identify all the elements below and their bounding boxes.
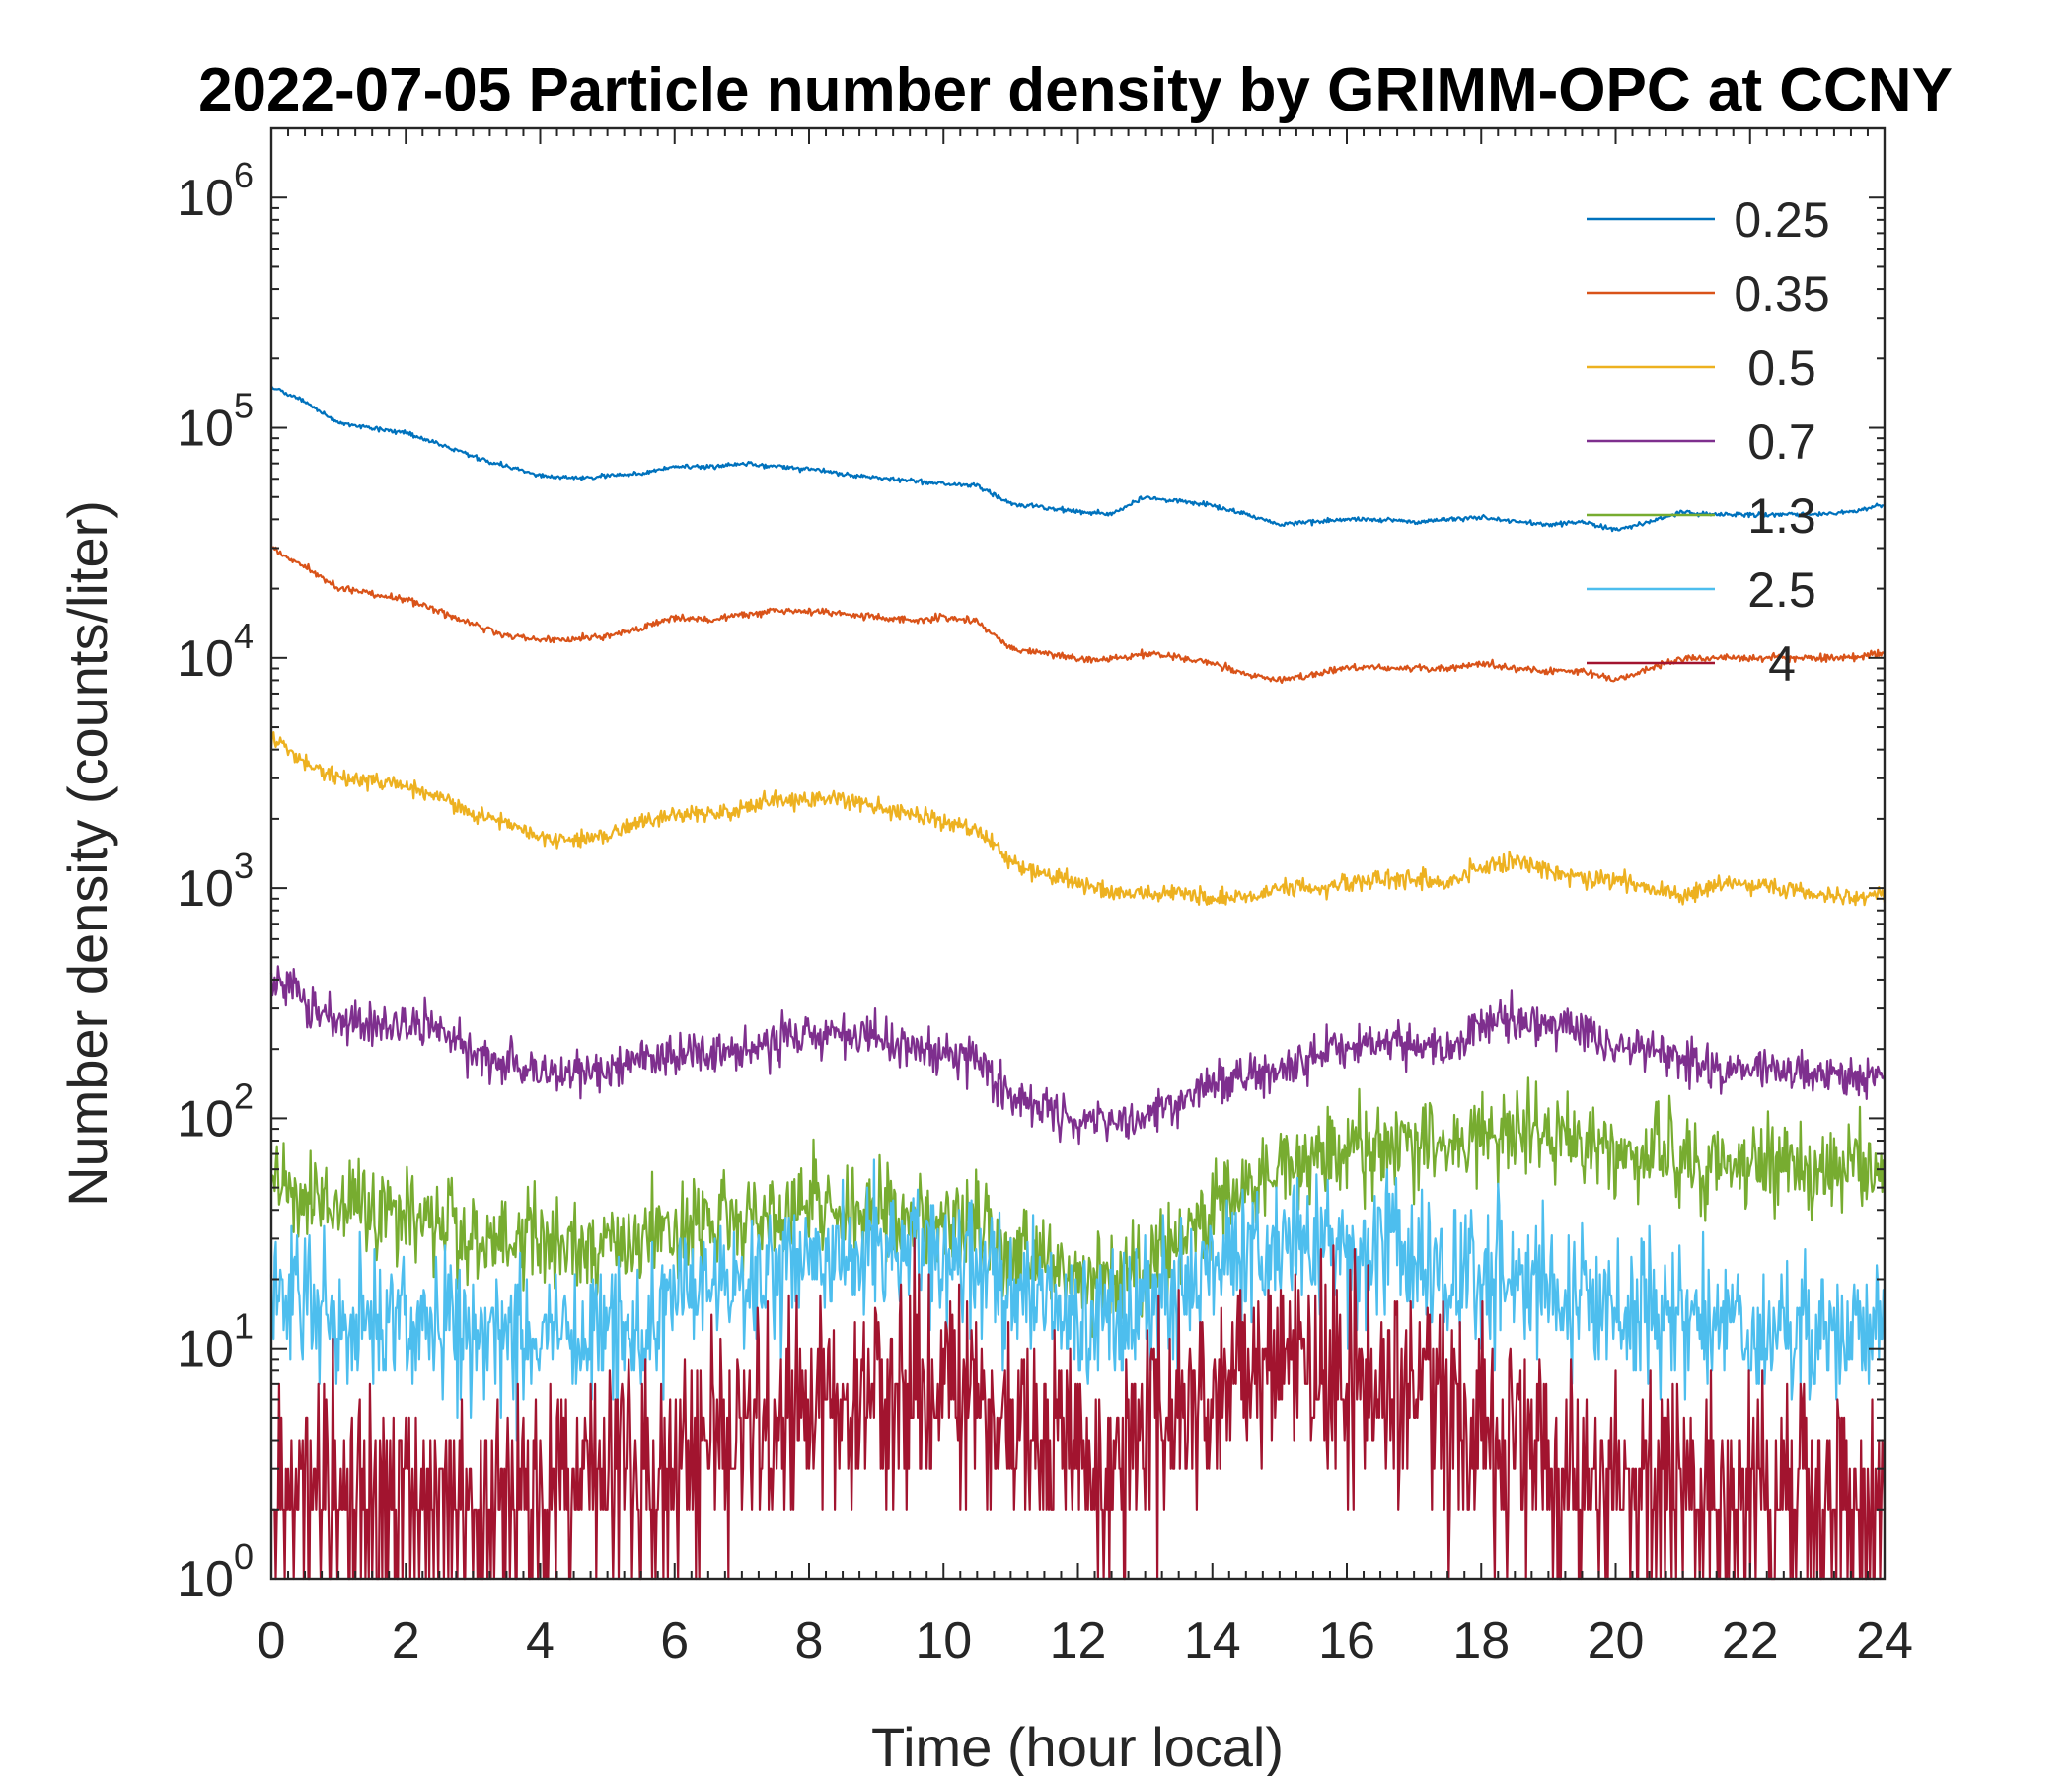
x-tick-label: 8 — [795, 1612, 824, 1669]
legend-entry-0-7: 0.7 — [1587, 414, 1816, 470]
legend-entry-4: 4 — [1587, 636, 1796, 692]
series-line-2-5 — [269, 1158, 1887, 1442]
x-tick-label: 16 — [1318, 1612, 1375, 1669]
y-tick-label: 102 — [177, 1075, 254, 1147]
legend-label: 0.25 — [1734, 192, 1829, 248]
y-tick-label: 106 — [177, 155, 254, 227]
y-tick-labels: 100 101 102 103 104 105 106 — [177, 155, 254, 1608]
series-line-0-7 — [269, 965, 1887, 1146]
x-tick-labels: 0 2 4 6 8 10 12 14 16 18 20 22 24 — [258, 1612, 1913, 1669]
tick-layer — [270, 127, 1886, 1580]
y-tick-label: 104 — [177, 616, 254, 688]
x-tick-label: 6 — [660, 1612, 689, 1669]
chart-title: 2022-07-05 Particle number density by GR… — [198, 56, 1953, 124]
y-axis-label: Number density (counts/liter) — [56, 500, 118, 1207]
x-tick-label: 4 — [526, 1612, 555, 1669]
x-tick-label: 14 — [1184, 1612, 1241, 1669]
legend-label: 0.35 — [1734, 266, 1829, 322]
plot-area — [269, 126, 1887, 1581]
legend-label: 1.3 — [1747, 488, 1816, 544]
legend-entry-0-35: 0.35 — [1587, 266, 1830, 322]
y-tick-label: 101 — [177, 1306, 254, 1378]
x-tick-label: 12 — [1050, 1612, 1107, 1669]
x-axis-label: Time (hour local) — [871, 1716, 1284, 1776]
y-tick-label: 105 — [177, 386, 254, 458]
legend-entry-0-5: 0.5 — [1587, 340, 1816, 396]
x-tick-label: 20 — [1588, 1612, 1645, 1669]
x-tick-label: 24 — [1856, 1612, 1913, 1669]
series-line-1-3 — [269, 1076, 1887, 1339]
series-layer — [269, 385, 1887, 1581]
x-tick-label: 10 — [915, 1612, 972, 1669]
legend-label: 4 — [1768, 636, 1796, 692]
series-line-0-25 — [270, 385, 1886, 533]
x-tick-label: 22 — [1722, 1612, 1779, 1669]
x-tick-label: 18 — [1452, 1612, 1510, 1669]
legend-entry-2-5: 2.5 — [1587, 562, 1816, 618]
legend-entry-0-25: 0.25 — [1587, 192, 1830, 248]
series-line-0-35 — [270, 546, 1886, 685]
legend: 0.25 0.35 0.5 0.7 1.3 2.5 4 — [1587, 192, 1830, 692]
series-line-0-5 — [269, 731, 1887, 907]
x-tick-label: 2 — [392, 1612, 420, 1669]
y-tick-label: 103 — [177, 846, 254, 918]
y-tick-label: 100 — [177, 1536, 254, 1608]
x-tick-label: 0 — [258, 1612, 286, 1669]
series-line-4 — [271, 1237, 1887, 1581]
legend-label: 0.7 — [1747, 414, 1816, 470]
legend-label: 0.5 — [1747, 340, 1816, 396]
legend-entry-1-3: 1.3 — [1587, 488, 1816, 544]
legend-label: 2.5 — [1747, 562, 1816, 618]
